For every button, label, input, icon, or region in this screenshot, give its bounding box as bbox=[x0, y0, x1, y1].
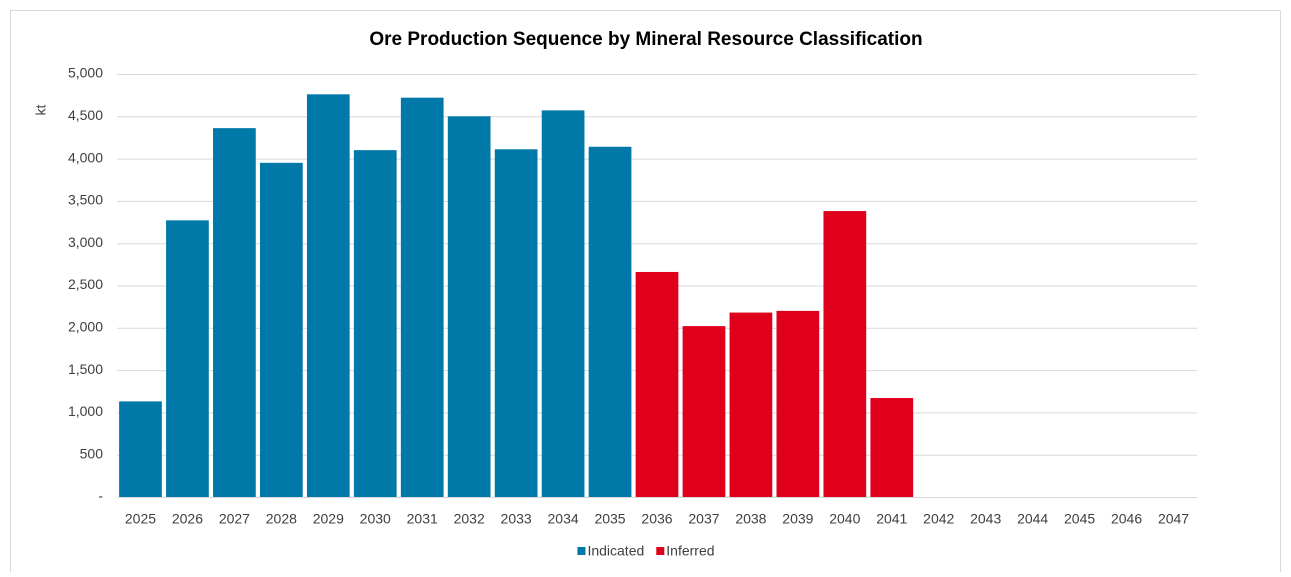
x-tick-label: 2026 bbox=[172, 511, 203, 527]
y-tick-label: 3,000 bbox=[68, 234, 103, 250]
bar bbox=[306, 94, 350, 497]
x-tick-label: 2045 bbox=[1064, 511, 1095, 527]
bar bbox=[119, 401, 162, 497]
bar bbox=[776, 310, 820, 497]
y-tick-label: 500 bbox=[80, 445, 104, 461]
y-tick-label: 4,000 bbox=[68, 149, 103, 165]
y-tick-label: - bbox=[98, 488, 103, 504]
bar bbox=[729, 312, 773, 497]
x-tick-label: 2043 bbox=[970, 511, 1001, 527]
y-axis-label: kt bbox=[33, 104, 49, 115]
x-tick-label: 2033 bbox=[501, 511, 532, 527]
y-tick-label: 2,500 bbox=[68, 276, 103, 292]
legend-label: Inferred bbox=[666, 543, 714, 559]
bar bbox=[494, 149, 538, 497]
x-tick-label: 2027 bbox=[219, 511, 250, 527]
y-tick-label: 3,500 bbox=[68, 192, 103, 208]
bar bbox=[588, 146, 632, 498]
bar bbox=[823, 211, 867, 497]
x-tick-label: 2041 bbox=[876, 511, 907, 527]
x-tick-label: 2038 bbox=[735, 511, 766, 527]
x-tick-label: 2030 bbox=[360, 511, 391, 527]
x-tick-label: 2031 bbox=[407, 511, 438, 527]
bar bbox=[353, 150, 397, 497]
bar bbox=[635, 271, 679, 497]
y-tick-label: 2,000 bbox=[68, 319, 103, 335]
x-tick-label: 2025 bbox=[125, 511, 156, 527]
y-tick-label: 1,500 bbox=[68, 361, 103, 377]
x-tick-label: 2028 bbox=[266, 511, 297, 527]
bar bbox=[541, 110, 585, 498]
x-tick-label: 2046 bbox=[1111, 511, 1142, 527]
bar bbox=[870, 398, 914, 497]
legend-swatch bbox=[656, 547, 665, 555]
x-tick-label: 2034 bbox=[548, 511, 579, 527]
bar bbox=[400, 97, 444, 498]
bar bbox=[447, 116, 491, 498]
x-tick-label: 2039 bbox=[782, 511, 813, 527]
x-tick-label: 2029 bbox=[313, 511, 344, 527]
legend-swatch bbox=[577, 547, 586, 555]
x-tick-label: 2035 bbox=[594, 511, 625, 527]
x-tick-label: 2047 bbox=[1158, 511, 1189, 527]
y-tick-label: 5,000 bbox=[68, 65, 103, 81]
bar bbox=[213, 128, 256, 498]
x-tick-label: 2044 bbox=[1017, 511, 1048, 527]
bar bbox=[682, 326, 726, 497]
bar bbox=[259, 162, 303, 497]
x-tick-label: 2037 bbox=[688, 511, 719, 527]
x-tick-label: 2036 bbox=[641, 511, 672, 527]
y-tick-label: 1,000 bbox=[68, 403, 103, 419]
x-tick-label: 2040 bbox=[829, 511, 860, 527]
x-tick-label: 2032 bbox=[454, 511, 485, 527]
y-tick-label: 4,500 bbox=[68, 107, 103, 123]
bar bbox=[166, 220, 209, 497]
x-tick-label: 2042 bbox=[923, 511, 954, 527]
chart-title: Ore Production Sequence by Mineral Resou… bbox=[369, 29, 922, 50]
legend-label: Indicated bbox=[587, 543, 644, 559]
